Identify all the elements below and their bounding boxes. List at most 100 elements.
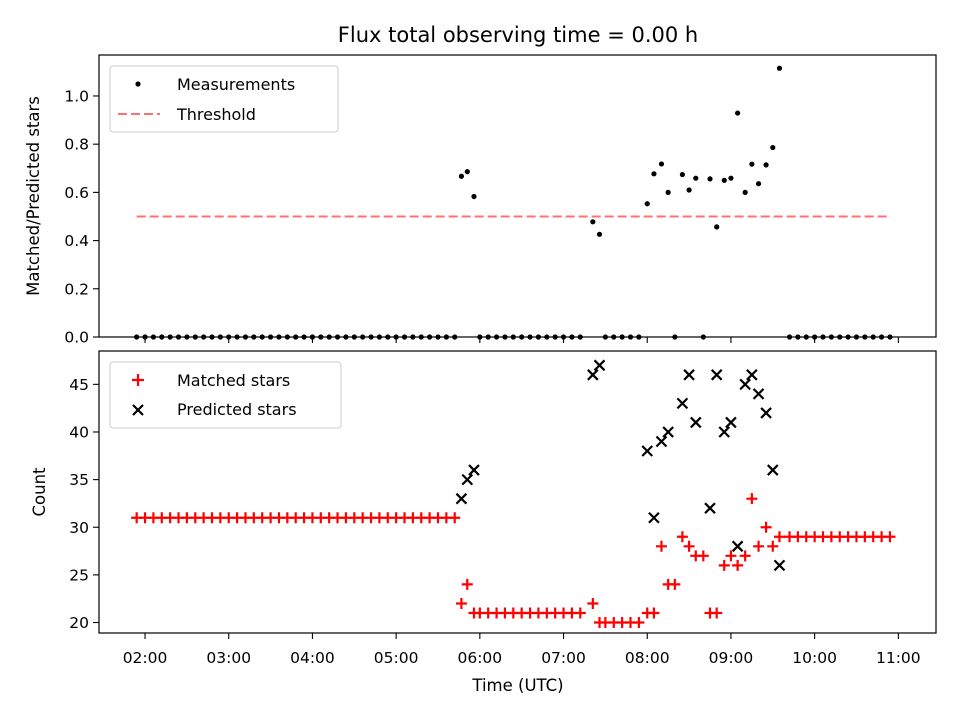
matched-stars-point [725, 550, 737, 562]
top-x-axis-ticks [144, 337, 899, 343]
measurements-point [763, 162, 769, 168]
measurements-point [707, 176, 713, 182]
measurements-point [644, 201, 650, 207]
predicted-stars-point [655, 435, 668, 448]
measurements-point [686, 187, 692, 193]
predicted-stars-point [662, 426, 674, 438]
measurements-point [458, 173, 465, 179]
x-tick-label: 09:00 [709, 649, 754, 667]
matched-stars-point [633, 617, 645, 629]
matched-stars-point [767, 540, 779, 552]
predicted-stars-point [455, 492, 468, 505]
predicted-stars-point [773, 559, 786, 572]
x-tick-label: 08:00 [625, 649, 670, 667]
chart-title: Flux total observing time = 0.00 h [338, 23, 698, 47]
predicted-stars-point [641, 445, 654, 457]
matched-stars-point [449, 512, 461, 524]
top-y-tick-label: 1.0 [64, 87, 89, 105]
x-tick-label: 10:00 [792, 649, 837, 667]
predicted-stars-point [739, 378, 751, 391]
matched-stars-point [655, 540, 667, 552]
measurements-point [464, 169, 470, 175]
matched-stars-point [697, 550, 709, 562]
measurements-point [749, 161, 755, 167]
predicted-stars-point [710, 369, 723, 381]
bottom-y-tick-label: 20 [69, 614, 89, 632]
top-y-tick-label: 0.8 [64, 136, 89, 154]
matched-stars-point [711, 607, 723, 619]
predicted-stars-point [760, 407, 772, 419]
measurements-point [735, 110, 741, 116]
top-y-axis-label: Matched/Predicted stars [24, 96, 43, 296]
legend-matched-marker [132, 374, 144, 386]
predicted-stars-point [731, 540, 744, 553]
measurements-point [776, 65, 783, 71]
x-tick-label: 02:00 [123, 649, 168, 667]
x-tick-label: 06:00 [457, 649, 502, 667]
predicted-stars-point [683, 369, 695, 381]
matched-stars-point [746, 493, 758, 505]
x-tick-label: 03:00 [206, 649, 251, 667]
predicted-stars-point [752, 388, 765, 400]
matched-stars-point [773, 531, 785, 543]
bottom-y-tick-label: 35 [69, 471, 89, 489]
matched-stars-point [461, 578, 473, 590]
top-data-layer [134, 65, 893, 340]
measurements-point [651, 171, 657, 177]
matched-stars-point [884, 531, 896, 543]
bottom-y-tick-label: 25 [69, 566, 89, 584]
matched-stars-point [718, 559, 730, 571]
predicted-stars-point [676, 397, 689, 410]
legend-threshold-label: Threshold [176, 105, 256, 124]
predicted-stars-point [746, 369, 758, 381]
top-panel: 0.0 0.2 0.4 0.6 0.8 1.0 Matched/Predicted sta… [24, 54, 937, 347]
bottom-legend: Matched stars Predicted stars [109, 361, 342, 429]
measurements-point [679, 171, 685, 178]
bottom-y-tick-label: 45 [69, 376, 89, 394]
top-y-tick-label: 0.0 [64, 329, 89, 347]
legend-predicted-marker [132, 404, 144, 416]
measurements-point [714, 224, 720, 230]
predicted-stars-point [587, 369, 599, 381]
top-legend: Measurements Threshold [109, 65, 339, 133]
matched-stars-point [648, 607, 660, 619]
legend-measurements-marker [135, 81, 141, 87]
x-axis-label: Time (UTC) [471, 676, 563, 695]
predicted-stars-point [593, 359, 606, 372]
x-tick-label: 07:00 [541, 649, 586, 667]
predicted-stars-point [648, 511, 660, 524]
predicted-stars-point [704, 502, 716, 514]
matched-stars-point [587, 597, 599, 609]
legend-predicted-label: Predicted stars [177, 400, 297, 419]
measurements-point [728, 175, 734, 181]
measurements-point [596, 231, 603, 237]
bottom-panel: 20 25 30 35 40 45 02:00 03:00 04:00 05:00 06:00 07… [30, 350, 937, 695]
measurements-point [755, 181, 762, 187]
bottom-data-layer [131, 359, 896, 629]
predicted-stars-point [718, 426, 731, 438]
matched-stars-point [683, 540, 695, 552]
measurements-point [770, 144, 776, 151]
top-y-axis-ticks: 0.0 0.2 0.4 0.6 0.8 1.0 [64, 87, 99, 347]
matched-stars-point [574, 607, 586, 619]
bottom-y-tick-label: 40 [69, 423, 89, 441]
predicted-stars-point [725, 416, 737, 429]
legend-measurements-label: Measurements [177, 75, 295, 94]
matched-stars-point [669, 578, 681, 590]
top-legend-box [109, 65, 339, 133]
predicted-stars-point [690, 416, 702, 429]
measurements-point [721, 177, 727, 183]
measurements-point [471, 193, 477, 200]
bottom-legend-box [109, 361, 342, 429]
bottom-y-axis-ticks: 20 25 30 35 40 45 [69, 376, 99, 632]
measurements-point [590, 219, 596, 225]
bottom-x-axis-ticks: 02:00 03:00 04:00 05:00 06:00 07:00 08:00 09:00… [123, 633, 921, 667]
bottom-y-axis-label: Count [30, 467, 49, 517]
bottom-y-tick-label: 30 [69, 519, 89, 537]
top-plot-frame [98, 54, 937, 338]
measurements-point [658, 161, 665, 167]
matched-stars-point [760, 521, 772, 533]
matched-stars-point [739, 550, 751, 562]
legend-matched-label: Matched stars [177, 371, 290, 390]
